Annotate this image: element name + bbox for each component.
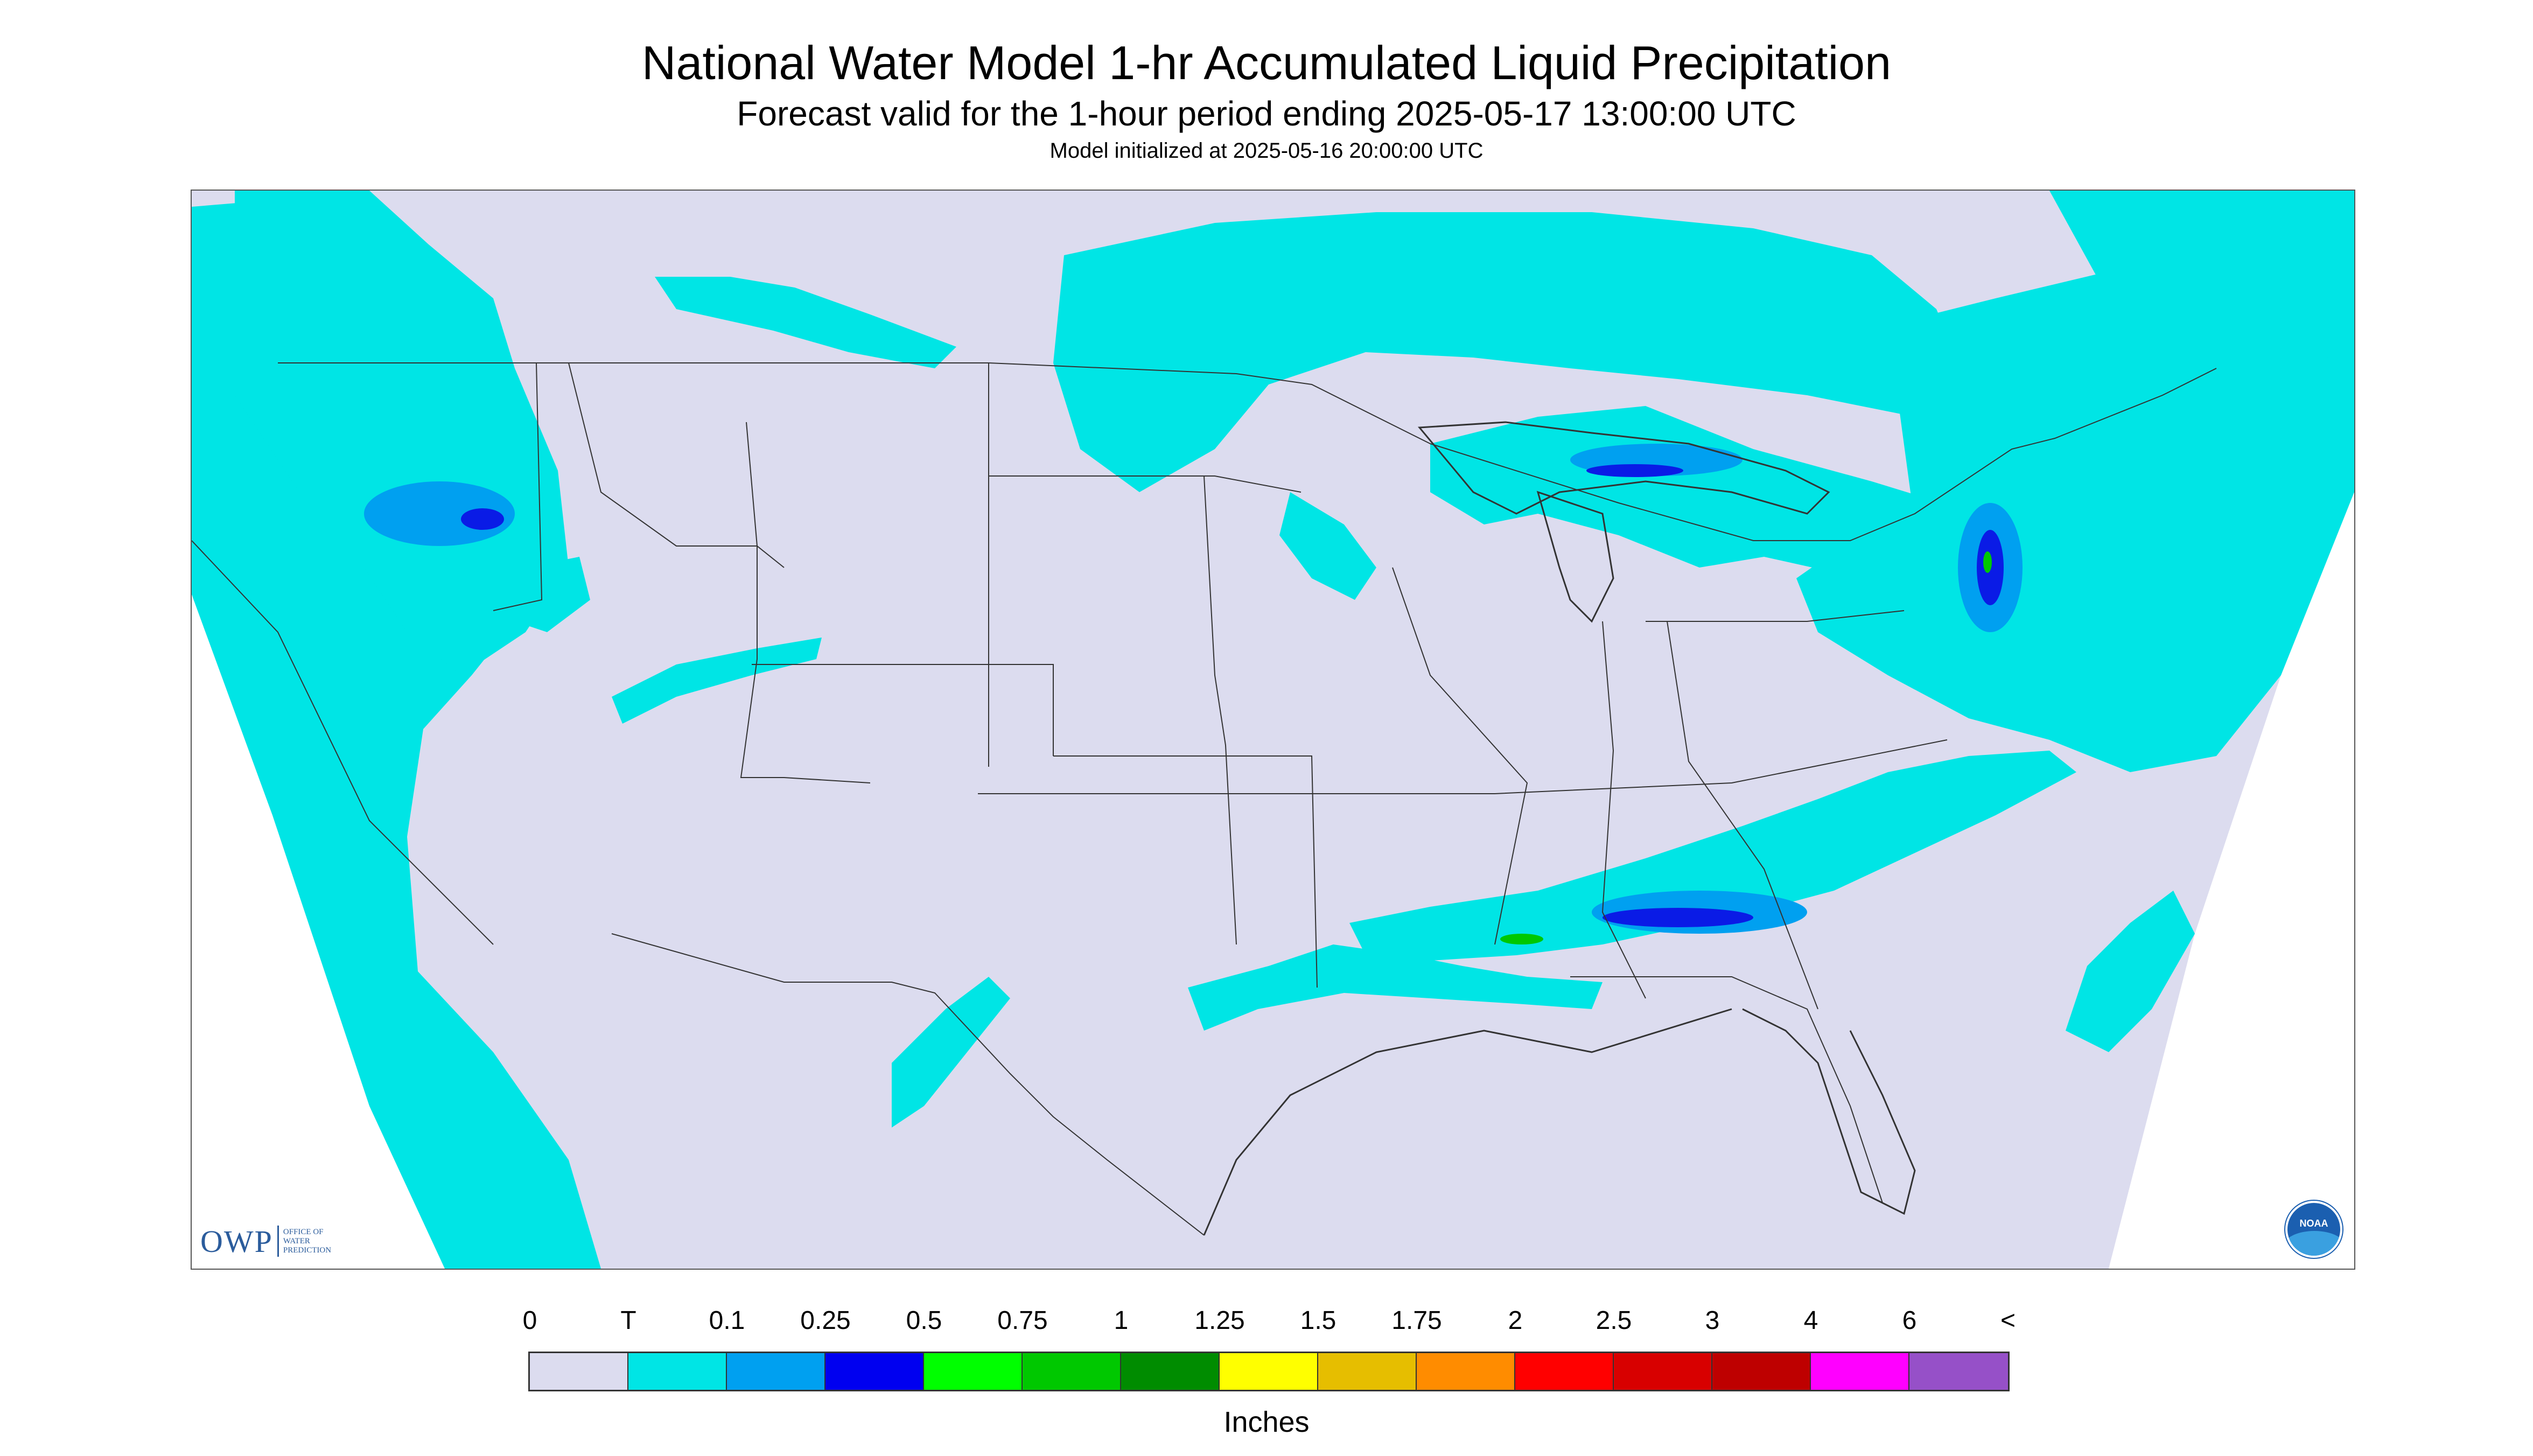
state-line (192, 540, 494, 945)
precip-great-basin (515, 557, 590, 632)
model-init-time: Model initialized at 2025-05-16 20:00:00… (1049, 139, 1484, 163)
state-line (740, 422, 871, 783)
precip-heavy-areas (461, 464, 2004, 927)
state-line (1601, 621, 1646, 999)
color-scale-label: 4 (1803, 1306, 1818, 1335)
florida-coast (1742, 1008, 1916, 1215)
color-scale-label: 0.75 (997, 1306, 1048, 1335)
state-line (493, 362, 543, 611)
coastlines (1203, 421, 1916, 1236)
color-swatch (1023, 1353, 1121, 1390)
color-scale-label: 2.5 (1596, 1306, 1632, 1335)
color-swatch (825, 1353, 924, 1390)
precip-canada-plains (1053, 212, 1969, 492)
precip-pacific-northwest (235, 191, 569, 675)
color-scale-label: 3 (1705, 1306, 1720, 1335)
precip-gulf-coast (1188, 944, 1603, 1031)
color-swatch (1220, 1353, 1318, 1390)
color-scale-label: 1 (1114, 1306, 1129, 1335)
precip-cell (1603, 908, 1753, 927)
no-data-region-west (192, 191, 445, 1269)
color-scale-label: 1.25 (1194, 1306, 1245, 1335)
precip-cell (461, 508, 504, 530)
color-swatch (628, 1353, 727, 1390)
precipitation-color-scale (528, 1352, 2010, 1391)
state-line (1570, 976, 1905, 1214)
noaa-logo: NOAA (2285, 1201, 2342, 1258)
color-scale-label: < (2000, 1306, 2016, 1335)
color-swatch (1614, 1353, 1712, 1390)
color-swatch (1515, 1353, 1614, 1390)
owp-logo-abbrev: OWP (200, 1223, 273, 1259)
owp-logo-fullname: OFFICE OF WATER PREDICTION (283, 1228, 331, 1255)
precip-montana (655, 277, 956, 368)
color-scale-label: 6 (1902, 1306, 1917, 1335)
state-line (1646, 610, 1905, 622)
political-boundaries (192, 362, 2217, 1236)
precip-cell (1500, 934, 1543, 944)
state-line (568, 362, 785, 568)
lake-michigan (1536, 491, 1614, 623)
great-lakes-outline (1417, 421, 1830, 515)
precip-canada-northeast (2049, 191, 2354, 368)
map-canvas (192, 191, 2354, 1269)
precip-cell (1983, 551, 1992, 573)
state-line (989, 475, 1302, 493)
owp-logo: OWP OFFICE OF WATER PREDICTION (200, 1222, 331, 1260)
state-line (1203, 475, 1237, 945)
owp-logo-line: OFFICE OF (283, 1227, 324, 1236)
color-scale-label: 2 (1508, 1306, 1523, 1335)
precip-texas (892, 977, 1010, 1128)
state-line (1392, 567, 1528, 945)
color-scale-label: 1.75 (1391, 1306, 1442, 1335)
color-swatch (1121, 1353, 1220, 1390)
color-swatch (530, 1353, 628, 1390)
color-swatch (1811, 1353, 1909, 1390)
owp-logo-divider (277, 1226, 279, 1257)
color-scale-label: 0.25 (800, 1306, 851, 1335)
color-swatch (727, 1353, 825, 1390)
precip-trace-areas (192, 191, 2354, 1269)
precip-cell (364, 481, 515, 546)
precip-colorado-band (612, 638, 822, 724)
canada-border (278, 362, 2217, 541)
mexico-border (611, 933, 1205, 1236)
color-scale-label: 0.1 (709, 1306, 745, 1335)
color-scale-label: 0.5 (906, 1306, 942, 1335)
color-swatch (1909, 1353, 2008, 1390)
state-line (752, 664, 1054, 756)
precip-atlantic (2066, 891, 2195, 1052)
precip-southeast-band (1349, 751, 2076, 961)
no-data-region-east (2109, 492, 2354, 1269)
precip-green-areas (1500, 551, 1992, 944)
precip-midwest-scattered (1279, 492, 1376, 600)
color-scale-label: 1.5 (1300, 1306, 1337, 1335)
color-scale-units: Inches (1223, 1406, 1310, 1438)
color-swatch (924, 1353, 1023, 1390)
state-line (1053, 755, 1318, 988)
map-subtitle: Forecast valid for the 1-hour period end… (737, 94, 1796, 133)
precip-cell (1586, 464, 1683, 477)
color-scale-label: T (620, 1306, 636, 1335)
state-line (978, 739, 1948, 794)
color-scale-label: 0 (522, 1306, 537, 1335)
owp-logo-line: PREDICTION (283, 1245, 332, 1255)
precip-great-lakes (1430, 406, 1990, 578)
owp-logo-line: WATER (283, 1236, 310, 1245)
noaa-logo-text: NOAA (2299, 1218, 2328, 1229)
color-swatch (1712, 1353, 1811, 1390)
map-title: National Water Model 1-hr Accumulated Li… (641, 36, 1892, 89)
color-swatch (1417, 1353, 1515, 1390)
noaa-logo-wave (2287, 1231, 2340, 1256)
precipitation-map (191, 190, 2355, 1270)
state-line (1667, 621, 1818, 1010)
color-swatch (1318, 1353, 1417, 1390)
gulf-coast (1203, 1008, 1732, 1236)
